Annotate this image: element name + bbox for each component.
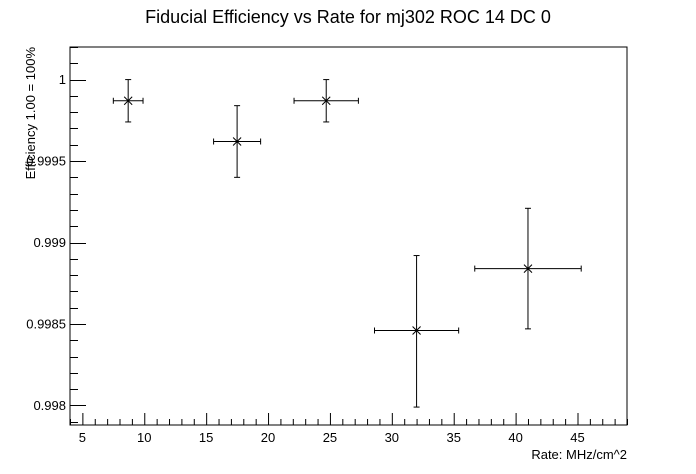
chart-title: Fiducial Efficiency vs Rate for mj302 RO…	[145, 7, 551, 27]
y-tick-label: 0.998	[33, 398, 66, 413]
y-tick-label: 1	[59, 72, 66, 87]
x-tick-label: 35	[446, 430, 460, 445]
x-tick-label: 40	[508, 430, 522, 445]
x-marker-stroke	[123, 96, 133, 106]
x-tick-label: 5	[79, 430, 86, 445]
data-point	[112, 79, 144, 123]
axes	[69, 46, 628, 426]
y-tick-label: 0.9985	[26, 316, 66, 331]
data-point	[293, 79, 359, 123]
x-tick-label: 20	[261, 430, 275, 445]
x-marker-stroke	[232, 137, 242, 146]
x-axis-label: Rate: MHz/cm^2	[531, 447, 627, 462]
x-tick-label: 30	[385, 430, 399, 445]
data-points	[112, 79, 582, 408]
tick-marks	[70, 47, 628, 425]
x-marker-stroke	[523, 264, 533, 273]
data-point	[474, 207, 582, 330]
x-tick-label: 15	[199, 430, 213, 445]
x-marker-stroke	[321, 96, 331, 106]
y-tick-label: 0.9995	[26, 154, 66, 169]
plot-frame	[69, 46, 628, 426]
x-tick-label: 25	[323, 430, 337, 445]
y-tick-label: 0.999	[33, 235, 66, 250]
data-point	[213, 105, 262, 178]
x-tick-label: 10	[137, 430, 151, 445]
data-point	[373, 255, 460, 408]
tick-labels: 5 10 15 20 25 30 35 40 45 0.998 0.9985 0.999 0.9995 1	[26, 72, 584, 445]
x-tick-label: 45	[570, 430, 584, 445]
x-marker-stroke	[412, 326, 421, 335]
y-axis-label: Efficiency 1.00 = 100%	[23, 47, 38, 180]
